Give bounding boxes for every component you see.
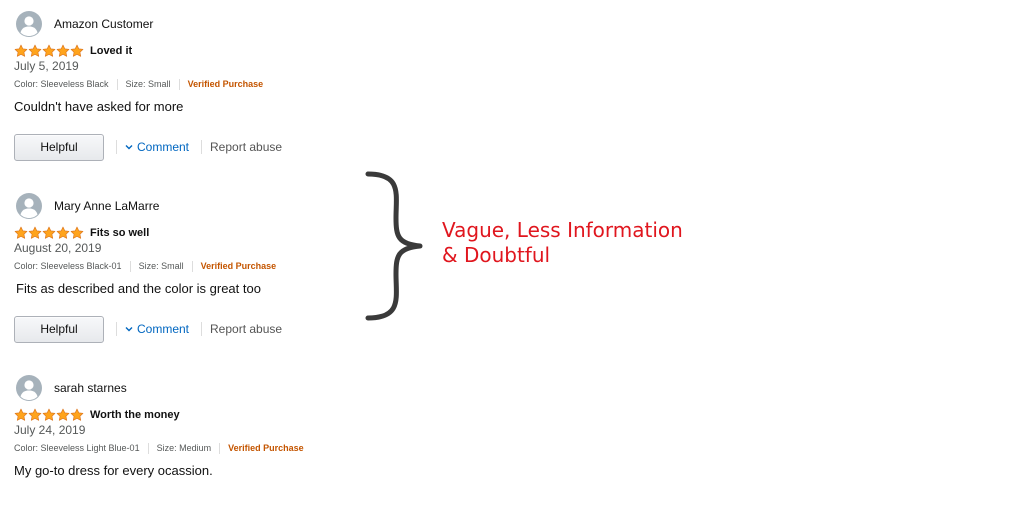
product-size[interactable]: Size: Medium — [156, 443, 212, 453]
star-icon — [28, 44, 42, 57]
star-icon — [56, 226, 70, 239]
reviewer-profile[interactable]: Mary Anne LaMarre — [14, 192, 354, 220]
star-icon — [70, 44, 84, 57]
review-title[interactable]: Worth the money — [90, 408, 180, 421]
product-color[interactable]: Color: Sleeveless Black — [14, 79, 109, 89]
verified-purchase-badge[interactable]: Verified Purchase — [228, 443, 304, 453]
meta-divider — [147, 442, 149, 454]
meta-divider — [129, 260, 131, 272]
reviewer-profile[interactable]: Amazon Customer — [14, 10, 354, 38]
review-actions: Helpful Comment Report abuse — [14, 315, 354, 343]
action-divider — [201, 322, 203, 336]
reviewer-name: Mary Anne LaMarre — [54, 199, 160, 213]
review-date: July 24, 2019 — [14, 423, 86, 437]
reviewer-profile[interactable]: sarah starnes — [14, 374, 354, 402]
product-color[interactable]: Color: Sleeveless Light Blue-01 — [14, 443, 140, 453]
review-actions: Helpful Comment Report abuse — [14, 133, 354, 161]
chevron-down-icon — [125, 327, 133, 332]
review-title[interactable]: Fits so well — [90, 226, 150, 239]
product-color[interactable]: Color: Sleeveless Black-01 — [14, 261, 122, 271]
review-body: My go-to dress for every ocassion. — [14, 463, 213, 478]
review-date: August 20, 2019 — [14, 241, 102, 255]
meta-divider — [116, 78, 118, 90]
star-icon — [56, 44, 70, 57]
review-title[interactable]: Loved it — [90, 44, 133, 57]
review-body: Couldn't have asked for more — [14, 99, 184, 114]
star-rating[interactable] — [14, 226, 84, 240]
action-divider — [201, 140, 203, 154]
avatar-icon — [16, 193, 42, 219]
report-abuse-link[interactable]: Report abuse — [210, 140, 283, 154]
comment-label: Comment — [137, 322, 190, 336]
meta-divider — [219, 442, 221, 454]
star-icon — [42, 44, 56, 57]
product-size[interactable]: Size: Small — [125, 79, 171, 89]
review-3: sarah starnes Worth the money July 24, 2… — [14, 374, 354, 479]
reviewer-name: Amazon Customer — [54, 17, 154, 31]
avatar-icon — [16, 375, 42, 401]
annotation-line-1: Vague, Less Information — [442, 218, 683, 242]
star-icon — [42, 408, 56, 421]
star-icon — [14, 226, 28, 239]
helpful-button[interactable]: Helpful — [14, 133, 104, 161]
review-body: Fits as described and the color is great… — [16, 281, 261, 296]
helpful-button[interactable]: Helpful — [14, 315, 104, 343]
review-2: Mary Anne LaMarre Fits so well August 20… — [14, 192, 354, 343]
report-abuse-link[interactable]: Report abuse — [210, 322, 283, 336]
verified-purchase-badge[interactable]: Verified Purchase — [200, 261, 277, 271]
comment-link[interactable]: Comment — [125, 322, 189, 336]
star-icon — [70, 226, 84, 239]
review-1: Amazon Customer Loved it July 5, 2019 Co… — [14, 10, 354, 161]
review-format: Color: Sleeveless Light Blue-01 Size: Me… — [14, 442, 354, 454]
star-rating[interactable] — [14, 44, 84, 58]
chevron-down-icon — [125, 145, 133, 150]
star-icon — [14, 408, 28, 421]
avatar-icon — [16, 11, 42, 37]
star-icon — [70, 408, 84, 421]
star-icon — [56, 408, 70, 421]
product-size[interactable]: Size: Small — [138, 261, 184, 271]
comment-link[interactable]: Comment — [125, 140, 189, 154]
annotation-note: Vague, Less Information & Doubtful — [442, 218, 683, 268]
star-icon — [28, 226, 42, 239]
star-icon — [42, 226, 56, 239]
review-format: Color: Sleeveless Black-01 Size: Small V… — [14, 260, 354, 272]
verified-purchase-badge[interactable]: Verified Purchase — [187, 79, 264, 89]
curly-brace-icon — [365, 171, 423, 321]
reviewer-name: sarah starnes — [54, 381, 127, 395]
action-divider — [116, 140, 117, 154]
action-divider — [116, 322, 117, 336]
star-rating[interactable] — [14, 408, 84, 422]
meta-divider — [191, 260, 193, 272]
meta-divider — [178, 78, 180, 90]
annotation-line-2: & Doubtful — [442, 243, 551, 267]
comment-label: Comment — [137, 140, 190, 154]
review-format: Color: Sleeveless Black Size: Small Veri… — [14, 78, 354, 90]
star-icon — [14, 44, 28, 57]
star-icon — [28, 408, 42, 421]
review-date: July 5, 2019 — [14, 59, 79, 73]
